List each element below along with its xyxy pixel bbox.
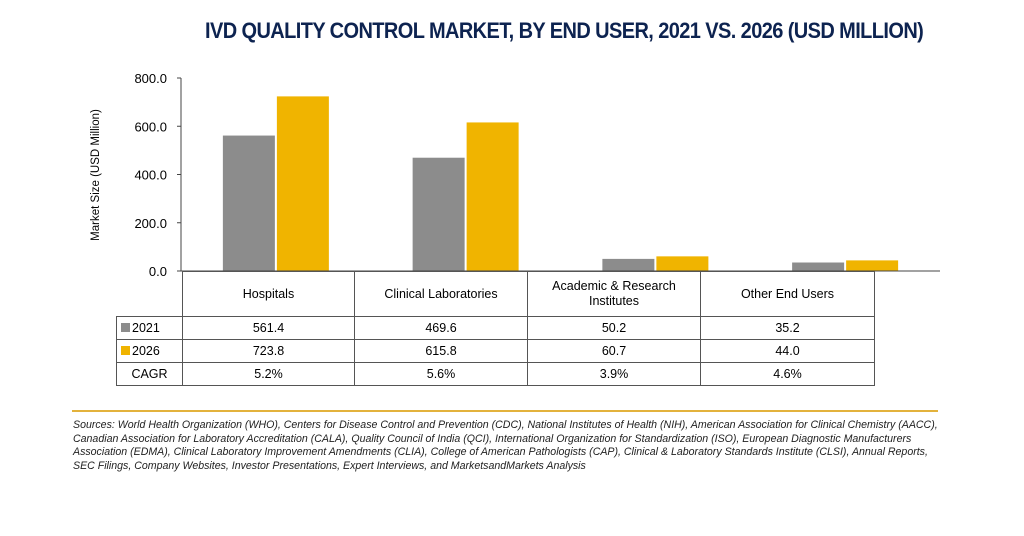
data-table: Hospitals Clinical Laboratories Academic… — [116, 271, 875, 386]
bar-2026-2 — [656, 256, 709, 271]
cagr-row-label: CAGR — [116, 362, 183, 386]
legend-swatch-2026 — [121, 346, 130, 355]
sources-note: Sources: World Health Organization (WHO)… — [73, 419, 938, 472]
table-cell: 561.4 — [182, 316, 355, 340]
table-cell: 5.6% — [354, 362, 528, 386]
table-cell: 469.6 — [354, 316, 528, 340]
table-cell: 60.7 — [527, 339, 701, 363]
table-row-2026: 2026 723.8 615.8 60.7 44.0 — [116, 339, 875, 363]
category-label: Academic & Research Institutes — [527, 271, 701, 317]
table-corner — [116, 271, 183, 317]
table-cell: 50.2 — [527, 316, 701, 340]
y-tick-label: 400.0 — [134, 168, 167, 183]
category-label: Clinical Laboratories — [354, 271, 528, 317]
table-header-row: Hospitals Clinical Laboratories Academic… — [116, 271, 875, 317]
category-label: Other End Users — [700, 271, 875, 317]
bar-2026-3 — [846, 260, 899, 271]
y-tick-label: 200.0 — [134, 216, 167, 231]
bar-2021-2 — [602, 258, 655, 271]
legend-label-2021: 2021 — [132, 321, 160, 335]
legend-label-2026: 2026 — [132, 344, 160, 358]
table-cell: 35.2 — [700, 316, 875, 340]
bar-2021-3 — [792, 262, 845, 271]
divider-line — [72, 410, 938, 412]
table-cell: 723.8 — [182, 339, 355, 363]
bar-group — [222, 96, 899, 272]
table-cell: 3.9% — [527, 362, 701, 386]
table-row-2021: 2021 561.4 469.6 50.2 35.2 — [116, 316, 875, 340]
bar-2021-1 — [412, 157, 465, 271]
bar-2026-1 — [466, 122, 519, 271]
chart-title: IVD QUALITY CONTROL MARKET, BY END USER,… — [205, 19, 924, 44]
legend-entry-2026: 2026 — [116, 339, 183, 363]
legend-entry-2021: 2021 — [116, 316, 183, 340]
bar-2026-0 — [276, 96, 329, 272]
category-label: Hospitals — [182, 271, 355, 317]
y-tick-label: 600.0 — [134, 119, 167, 134]
table-cell: 615.8 — [354, 339, 528, 363]
legend-swatch-2021 — [121, 323, 130, 332]
table-cell: 44.0 — [700, 339, 875, 363]
table-cell: 4.6% — [700, 362, 875, 386]
y-tick-label: 800.0 — [134, 71, 167, 86]
table-cell: 5.2% — [182, 362, 355, 386]
bar-2021-0 — [222, 135, 275, 271]
table-row-cagr: CAGR 5.2% 5.6% 3.9% 4.6% — [116, 362, 875, 386]
